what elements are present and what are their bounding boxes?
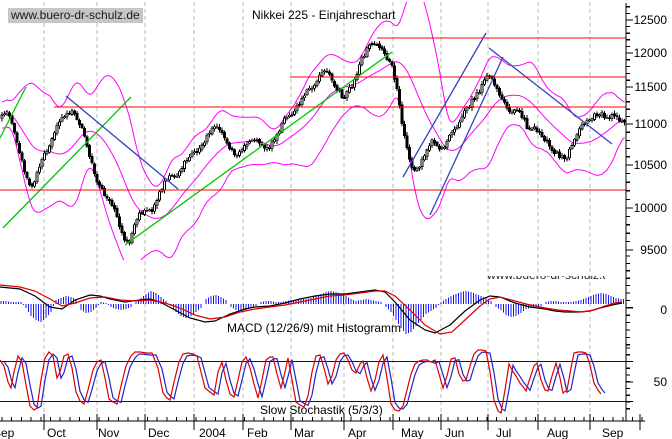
x-axis-month-label: 2004 (199, 426, 226, 439)
site-watermark: www.buero-dr-schulz.de (8, 8, 143, 23)
y-axis-label: 11000 (635, 117, 668, 131)
x-axis-month-label: Aug (547, 426, 568, 439)
macd-panel-label: MACD (12/26/9) mit Histogramm (227, 321, 402, 335)
y-axis-label: 10500 (634, 158, 668, 172)
x-axis-month-label: Oct (47, 426, 66, 439)
stochastic-panel (0, 349, 626, 415)
candlestick-panel (0, 2, 626, 260)
chart-title: Nikkei 225 - Einjahreschart (252, 8, 396, 22)
y-axis-label: 11500 (635, 80, 668, 94)
y-axis-label: 10000 (634, 201, 668, 215)
x-axis-month-label: Sep (0, 426, 15, 439)
y-axis-label: 50 (654, 375, 668, 389)
x-axis-month-label: Apr (348, 426, 367, 439)
macd-panel (0, 284, 624, 335)
candles-and-bands (0, 2, 626, 260)
y-axis-label: 9500 (640, 243, 667, 257)
x-axis-month-label: Jul (496, 426, 511, 439)
x-axis-month-label: Dec (148, 426, 169, 439)
y-axis-label: 12500 (634, 13, 668, 27)
x-axis-month-label: Sep (602, 426, 624, 439)
y-axis-label: 12000 (634, 46, 668, 60)
x-axis-month-label: Jun (445, 426, 464, 439)
x-axis-month-label: Feb (247, 426, 268, 439)
x-axis-month-label: May (401, 426, 424, 439)
y-axis-label: 0 (660, 303, 667, 317)
clipped-watermark: www.buero-dr-schulz.de (487, 276, 605, 284)
x-axis-month-label: Mar (294, 426, 315, 439)
stochastic-panel-label: Slow Stochastik (5/3/3) (260, 403, 383, 417)
axes-layer: 12500 12000 11500 11000 10500 10000 9500 0 50 Sep… (0, 3, 667, 439)
x-axis-month-label: Nov (98, 426, 119, 439)
